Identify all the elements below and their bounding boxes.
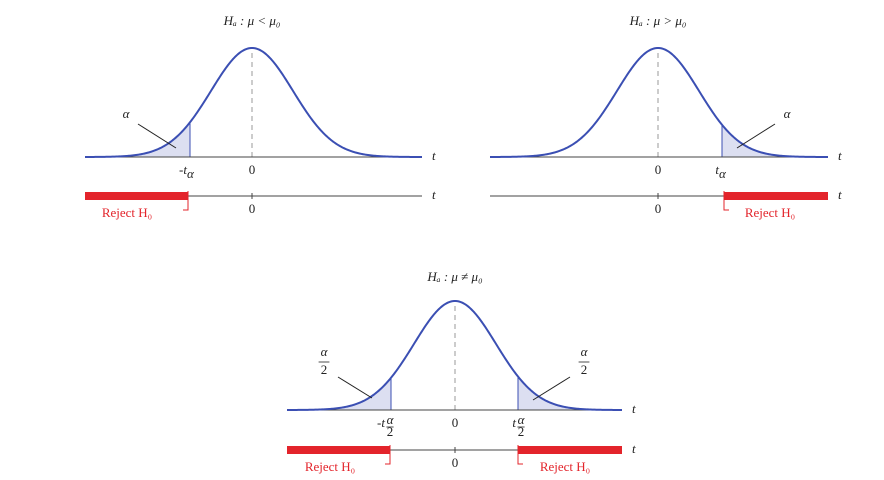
axis-label: t bbox=[432, 187, 436, 202]
panel-title: Hₐ : μ < μ₀ bbox=[223, 13, 281, 28]
tick-label: 0 bbox=[249, 162, 256, 177]
reject-label: Reject H₀ bbox=[745, 205, 795, 220]
axis-label: t bbox=[432, 148, 436, 163]
fraction-numerator: α bbox=[321, 344, 329, 359]
leader-line bbox=[532, 376, 571, 401]
tick-subscript: α bbox=[719, 166, 727, 181]
tick-label: 0 bbox=[452, 415, 459, 430]
fraction-denominator: 2 bbox=[518, 424, 525, 439]
leader-line bbox=[337, 376, 373, 399]
density-curve bbox=[489, 46, 828, 158]
reject-label: Reject H₀ bbox=[540, 459, 590, 474]
tail-area bbox=[518, 376, 622, 410]
axis-label: t bbox=[838, 148, 842, 163]
alpha-label: α bbox=[784, 106, 792, 121]
rejection-region bbox=[724, 192, 828, 200]
tick-label: -t bbox=[179, 162, 187, 177]
fraction-denominator: 2 bbox=[387, 424, 394, 439]
fraction-denominator: 2 bbox=[321, 362, 328, 377]
tick-label: 0 bbox=[655, 162, 662, 177]
tail-area bbox=[287, 377, 391, 410]
fraction-numerator: α bbox=[518, 412, 526, 427]
tick-label: 0 bbox=[655, 201, 662, 216]
fraction-numerator: α bbox=[387, 412, 395, 427]
axis-label: t bbox=[838, 187, 842, 202]
axis-label: t bbox=[632, 441, 636, 456]
rejection-region bbox=[518, 446, 622, 454]
leader-line bbox=[137, 123, 177, 149]
region-bracket bbox=[517, 445, 523, 465]
fraction-denominator: 2 bbox=[581, 362, 588, 377]
density-curve bbox=[286, 299, 622, 411]
reject-label: Reject H₀ bbox=[305, 459, 355, 474]
region-bracket bbox=[183, 191, 189, 211]
tick-label: -t bbox=[377, 415, 385, 430]
region-bracket bbox=[723, 191, 729, 211]
tail-area bbox=[85, 122, 190, 157]
fraction-numerator: α bbox=[581, 344, 589, 359]
region-bracket bbox=[385, 445, 391, 465]
tail-area bbox=[722, 124, 828, 157]
density-curve bbox=[85, 46, 422, 158]
axis-label: t bbox=[632, 401, 636, 416]
tick-label: t bbox=[715, 162, 719, 177]
reject-label: Reject H₀ bbox=[102, 205, 152, 220]
leader-line bbox=[736, 123, 776, 149]
panel-title: Hₐ : μ ≠ μ₀ bbox=[426, 269, 482, 284]
tick-subscript: α bbox=[187, 166, 195, 181]
tick-label: 0 bbox=[249, 201, 256, 216]
tick-label: 0 bbox=[452, 455, 459, 470]
rejection-region bbox=[287, 446, 390, 454]
alpha-label: α bbox=[123, 106, 131, 121]
panel-title: Hₐ : μ > μ₀ bbox=[629, 13, 687, 28]
tick-label: t bbox=[512, 415, 516, 430]
rejection-region bbox=[85, 192, 188, 200]
